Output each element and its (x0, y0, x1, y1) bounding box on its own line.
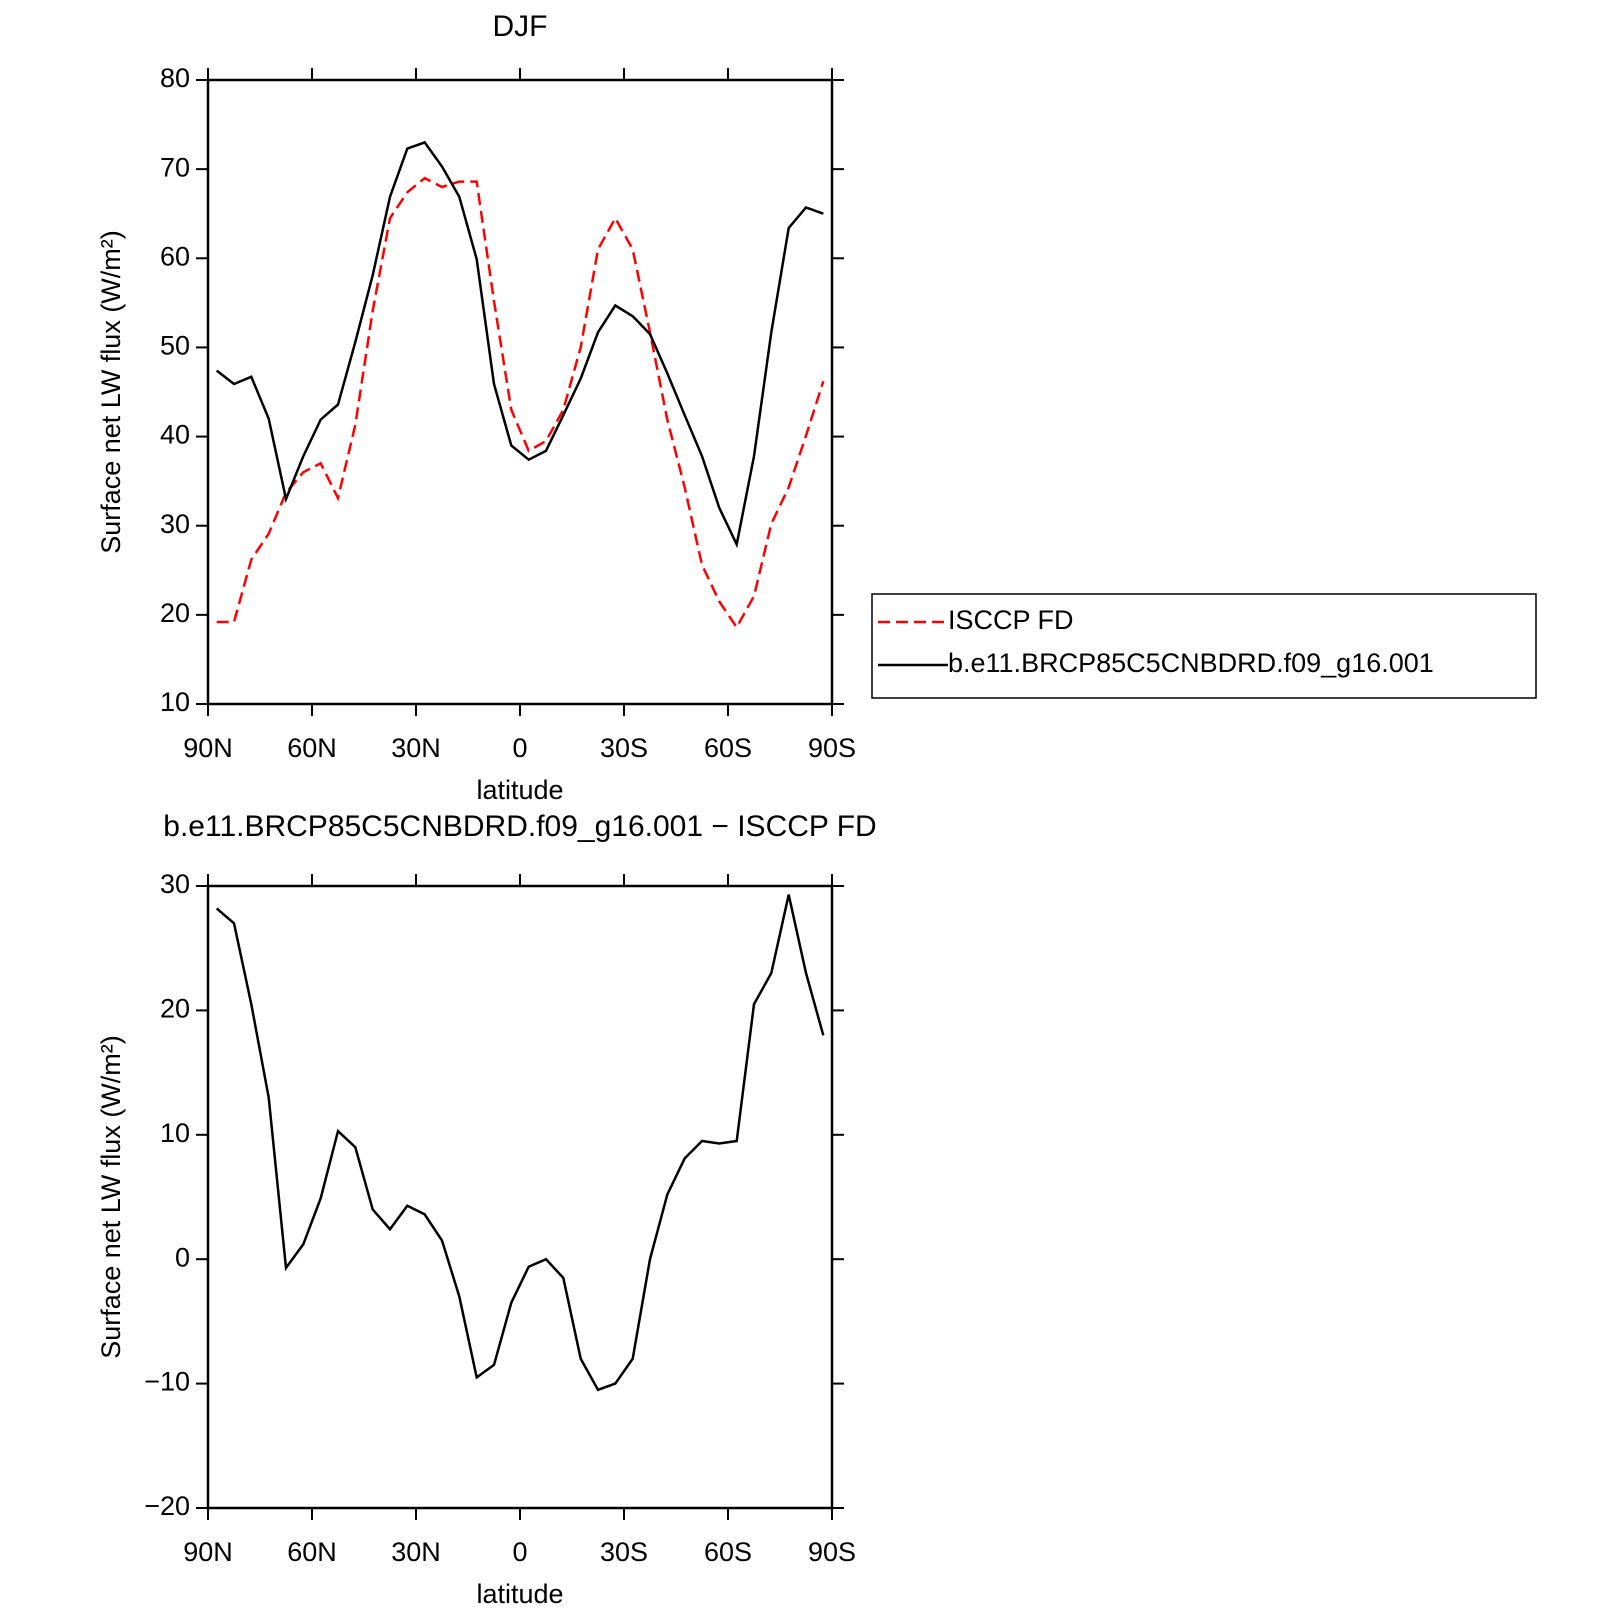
data-line (216, 176, 825, 630)
y-tick-label: 70 (160, 152, 190, 182)
x-tick-label: 30S (600, 1537, 648, 1567)
x-tick-label: 90S (808, 733, 856, 763)
x-tick-label: 30N (391, 733, 441, 763)
x-tick-label: 0 (512, 733, 527, 763)
plot-frame (206, 78, 834, 706)
y-axis-label: Surface net LW flux (W/m²) (96, 1035, 126, 1359)
x-tick-label: 90N (183, 733, 233, 763)
y-tick-label: 30 (160, 509, 190, 539)
y-tick-label: 40 (160, 420, 190, 450)
legend-label: ISCCP FD (948, 605, 1074, 635)
x-tick-label: 60S (704, 733, 752, 763)
chart-title: b.e11.BRCP85C5CNBDRD.f09_g16.001 − ISCCP… (163, 810, 876, 843)
y-tick-label: 20 (160, 598, 190, 628)
y-tick-label: 20 (160, 994, 190, 1024)
y-axis-label: Surface net LW flux (W/m²) (96, 230, 126, 554)
x-tick-label: 90N (183, 1537, 233, 1567)
x-tick-label: 30N (391, 1537, 441, 1567)
data-line (215, 140, 824, 549)
x-axis-label: latitude (476, 1579, 563, 1609)
chart-title: DJF (493, 10, 548, 43)
x-tick-label: 0 (512, 1537, 527, 1567)
x-tick-label: 90S (808, 1537, 856, 1567)
y-tick-label: −10 (144, 1367, 190, 1397)
y-tick-label: 50 (160, 331, 190, 361)
x-tick-label: 30S (600, 733, 648, 763)
x-tick-label: 60N (287, 733, 337, 763)
y-tick-label: 80 (160, 63, 190, 93)
legend-label: b.e11.BRCP85C5CNBDRD.f09_g16.001 (948, 648, 1434, 678)
legend-box (871, 593, 1537, 699)
y-tick-label: 10 (160, 1118, 190, 1148)
y-tick-label: 30 (160, 869, 190, 899)
y-tick-label: 10 (160, 687, 190, 717)
y-tick-label: 0 (175, 1242, 190, 1272)
x-tick-label: 60S (704, 1537, 752, 1567)
plot-frame (206, 884, 834, 1510)
y-tick-label: 60 (160, 241, 190, 271)
data-line (215, 894, 825, 1392)
x-axis-label: latitude (476, 775, 563, 805)
x-tick-label: 60N (287, 1537, 337, 1567)
y-tick-label: −20 (144, 1491, 190, 1521)
